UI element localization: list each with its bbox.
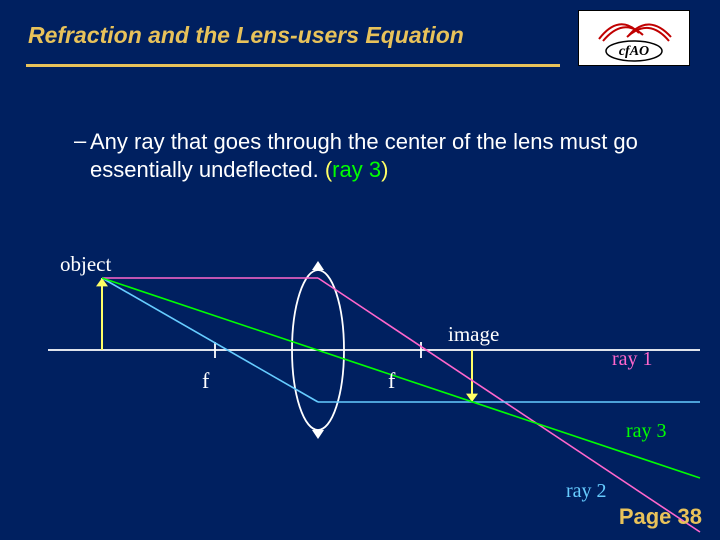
label-f-right: f bbox=[388, 368, 395, 394]
bullet-ray-word: ray 3 bbox=[332, 157, 381, 182]
bullet-dash: – bbox=[74, 128, 86, 154]
label-object: object bbox=[60, 252, 111, 277]
bullet-paren-close: ) bbox=[381, 157, 388, 182]
slide-title: Refraction and the Lens-users Equation bbox=[28, 22, 464, 49]
label-ray2: ray 2 bbox=[566, 480, 607, 503]
logo-svg: cfAO bbox=[579, 11, 689, 65]
bullet-text: Any ray that goes through the center of … bbox=[90, 128, 670, 183]
title-underline bbox=[26, 64, 560, 67]
label-ray1: ray 1 bbox=[612, 348, 653, 371]
slide-root: Refraction and the Lens-users Equation c… bbox=[0, 0, 720, 540]
logo-text: cfAO bbox=[619, 44, 649, 59]
page-number: Page 38 bbox=[619, 504, 702, 530]
label-image: image bbox=[448, 322, 499, 347]
label-ray3: ray 3 bbox=[626, 420, 667, 443]
label-f-left: f bbox=[202, 368, 209, 394]
logo: cfAO bbox=[578, 10, 690, 66]
